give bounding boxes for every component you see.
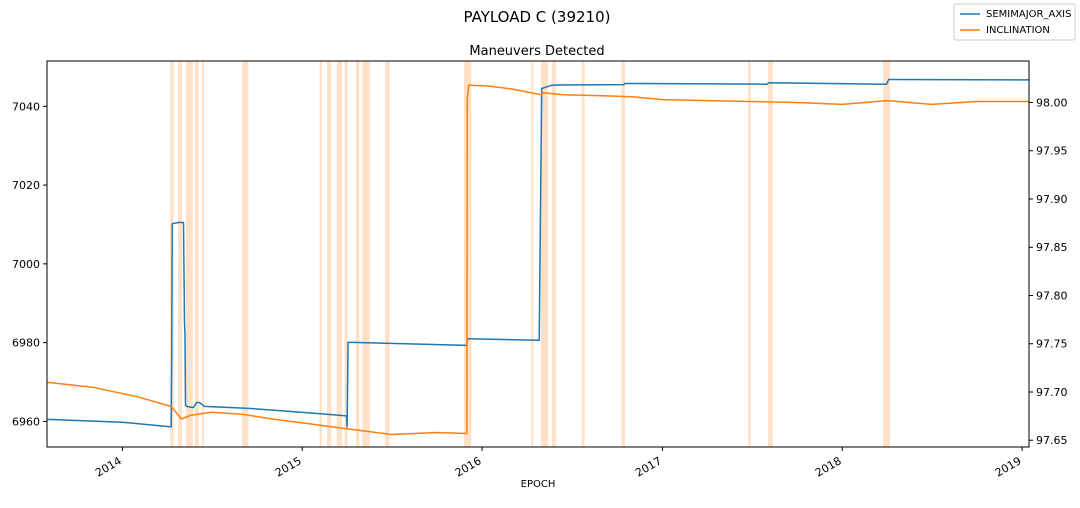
legend-label-inclination: INCLINATION — [986, 25, 1050, 36]
y-left-tick-label: 7000 — [12, 258, 40, 271]
maneuver-span — [326, 61, 332, 447]
maneuver-span — [185, 61, 193, 447]
y-left-tick-label: 6980 — [12, 337, 40, 350]
y-right-tick-label: 97.75 — [1036, 338, 1068, 351]
x-tick-label: 2019 — [993, 454, 1024, 479]
series-line-inclination — [46, 84, 1029, 436]
y-right-tick-label: 97.95 — [1036, 145, 1068, 158]
maneuver-span — [385, 61, 390, 447]
chart-suptitle: PAYLOAD C (39210) — [464, 8, 611, 26]
legend: SEMIMAJOR_AXIS INCLINATION — [953, 3, 1076, 41]
maneuver-span — [581, 61, 585, 447]
legend-label-semimajor-axis: SEMIMAJOR_AXIS — [986, 9, 1071, 20]
x-tick-label: 2018 — [813, 454, 844, 479]
maneuver-spans — [170, 61, 891, 447]
maneuver-span — [319, 61, 322, 447]
y-right-tick-label: 97.80 — [1036, 289, 1068, 302]
y-left-tick-label: 7020 — [12, 179, 40, 192]
chart-title: Maneuvers Detected — [469, 44, 604, 59]
series-line-semimajor-axis — [46, 78, 1030, 428]
y-right-tick-label: 98.00 — [1036, 96, 1068, 109]
y-right-tick-label: 97.70 — [1036, 386, 1068, 399]
y-left-tick-label: 6960 — [12, 415, 40, 428]
x-axis-label: EPOCH — [521, 479, 556, 490]
maneuver-span — [336, 61, 343, 447]
y-right-tick-label: 97.90 — [1036, 193, 1068, 206]
x-tick-label: 2017 — [633, 454, 664, 479]
maneuver-span — [552, 61, 556, 447]
maneuver-span — [178, 61, 183, 447]
maneuver-span — [531, 61, 534, 447]
legend-box — [953, 3, 1076, 41]
maneuver-span — [540, 61, 549, 447]
maneuver-span — [767, 61, 773, 447]
y-right-tick-label: 97.65 — [1036, 434, 1068, 447]
maneuver-span — [344, 61, 348, 447]
maneuver-span — [242, 61, 249, 447]
y-left-tick-label: 7040 — [12, 100, 40, 113]
x-tick-label: 2015 — [273, 454, 304, 479]
maneuver-span — [202, 61, 205, 447]
maneuver-span — [748, 61, 751, 447]
maneuver-span — [362, 61, 370, 447]
x-tick-label: 2014 — [93, 454, 124, 479]
maneuver-span — [621, 61, 625, 447]
x-tick-label: 2016 — [453, 454, 484, 479]
plot-frame — [46, 60, 1030, 448]
y-right-tick-label: 97.85 — [1036, 241, 1068, 254]
maneuver-span — [883, 61, 891, 447]
maneuver-span — [355, 61, 360, 447]
maneuver-span — [194, 61, 199, 447]
series-lines — [46, 78, 1030, 436]
